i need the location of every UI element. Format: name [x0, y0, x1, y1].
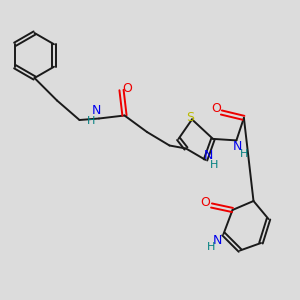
Text: O: O: [211, 102, 221, 116]
Text: N: N: [91, 103, 101, 117]
Text: S: S: [187, 111, 194, 124]
Text: H: H: [87, 116, 96, 127]
Text: N: N: [204, 149, 213, 162]
Text: H: H: [210, 160, 218, 170]
Text: H: H: [207, 242, 216, 253]
Text: N: N: [213, 234, 222, 247]
Text: O: O: [201, 196, 210, 209]
Text: O: O: [122, 82, 132, 95]
Text: N: N: [233, 140, 243, 154]
Text: H: H: [240, 149, 248, 159]
